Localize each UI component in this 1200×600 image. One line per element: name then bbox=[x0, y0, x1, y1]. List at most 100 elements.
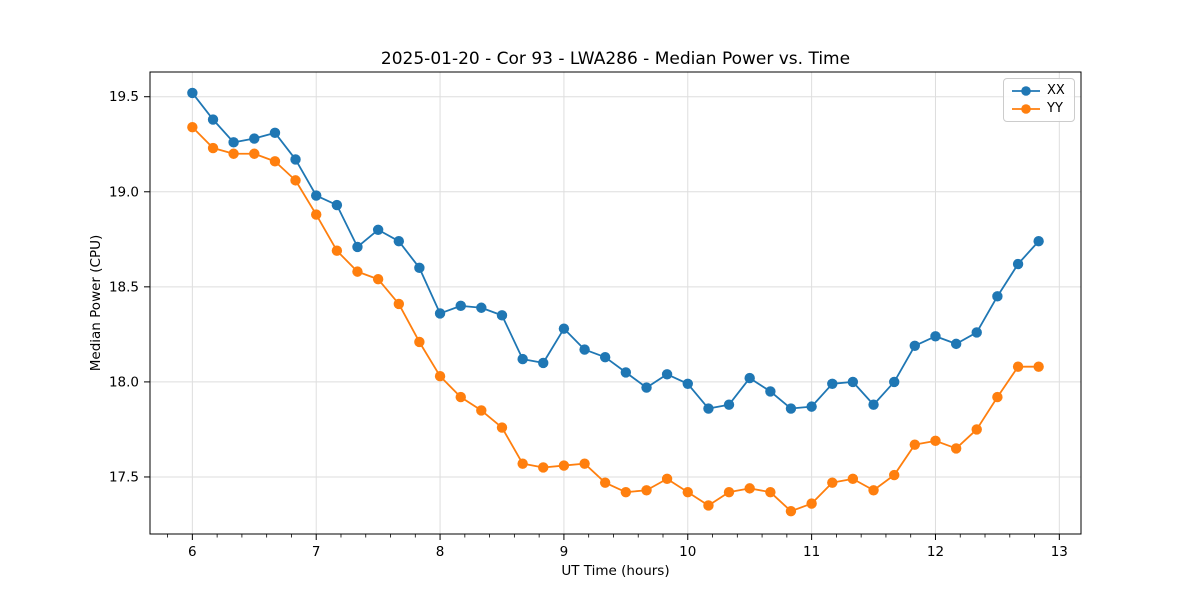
data-point-yy bbox=[517, 458, 528, 469]
data-point-yy bbox=[930, 435, 941, 447]
data-point-xx bbox=[249, 133, 260, 144]
data-point-xx bbox=[992, 291, 1003, 302]
data-point-xx bbox=[414, 262, 425, 274]
data-point-yy bbox=[393, 298, 405, 310]
data-point-yy bbox=[579, 458, 590, 469]
y-axis-label: Median Power (CPU) bbox=[88, 234, 104, 372]
data-point-yy bbox=[971, 424, 982, 435]
legend-item-yy: YY bbox=[1011, 102, 1066, 116]
data-point-yy bbox=[889, 469, 900, 481]
data-point-yy bbox=[558, 460, 570, 471]
data-point-xx bbox=[950, 338, 962, 350]
data-point-xx bbox=[785, 403, 797, 414]
data-point-xx bbox=[496, 310, 508, 321]
data-point-xx bbox=[538, 357, 549, 369]
data-point-xx bbox=[806, 401, 817, 412]
data-point-xx bbox=[228, 137, 239, 148]
x-tick-label: 11 bbox=[803, 544, 820, 560]
data-point-yy bbox=[269, 156, 281, 167]
data-point-xx bbox=[661, 369, 673, 380]
data-point-xx bbox=[269, 127, 281, 139]
y-tick-label: 18.5 bbox=[109, 279, 139, 295]
legend-item-xx: XX bbox=[1011, 84, 1066, 98]
data-point-xx bbox=[641, 382, 652, 393]
data-point-xx bbox=[372, 224, 384, 235]
x-tick-label: 8 bbox=[436, 544, 445, 560]
data-point-yy bbox=[703, 500, 714, 511]
data-point-xx bbox=[847, 376, 859, 388]
data-point-xx bbox=[703, 403, 714, 414]
data-point-yy bbox=[372, 274, 384, 285]
y-tick-label: 17.5 bbox=[109, 469, 139, 485]
axes-background bbox=[150, 72, 1081, 534]
axes-spines bbox=[149, 71, 1082, 535]
legend-line-marker-icon bbox=[1012, 104, 1040, 114]
data-point-yy bbox=[290, 175, 301, 186]
data-point-yy bbox=[476, 405, 487, 416]
data-point-xx bbox=[207, 114, 219, 125]
data-point-yy bbox=[249, 148, 260, 159]
legend-label: XX bbox=[1047, 83, 1065, 98]
data-point-xx bbox=[393, 236, 405, 247]
data-point-yy bbox=[723, 486, 735, 498]
x-tick-label: 12 bbox=[927, 544, 944, 560]
data-point-yy bbox=[847, 473, 859, 485]
data-point-xx bbox=[434, 308, 446, 319]
series-line-yy bbox=[191, 126, 1040, 513]
data-point-yy bbox=[455, 391, 466, 403]
data-point-xx bbox=[599, 351, 611, 363]
data-point-xx bbox=[744, 372, 755, 384]
data-point-yy bbox=[868, 485, 879, 496]
data-point-yy bbox=[599, 477, 611, 488]
data-point-xx bbox=[1033, 236, 1044, 247]
data-point-yy bbox=[620, 486, 632, 498]
data-point-xx bbox=[930, 331, 941, 342]
x-tick-label: 6 bbox=[188, 544, 197, 560]
data-point-xx bbox=[558, 323, 570, 334]
legend-label: YY bbox=[1047, 101, 1063, 116]
data-point-yy bbox=[661, 473, 673, 485]
data-point-yy bbox=[414, 336, 425, 348]
data-point-xx bbox=[889, 376, 900, 388]
data-point-yy bbox=[950, 443, 962, 454]
data-point-xx bbox=[723, 399, 735, 410]
data-point-xx bbox=[311, 190, 322, 201]
y-tick-label: 19.5 bbox=[109, 89, 139, 105]
data-point-yy bbox=[434, 371, 446, 382]
data-point-xx bbox=[827, 378, 838, 389]
data-point-xx bbox=[352, 241, 363, 253]
data-point-yy bbox=[311, 209, 322, 220]
data-point-yy bbox=[187, 121, 198, 133]
data-point-yy bbox=[228, 148, 239, 159]
data-point-yy bbox=[992, 391, 1003, 403]
data-point-yy bbox=[352, 266, 363, 277]
data-point-yy bbox=[744, 483, 755, 494]
x-tick-label: 7 bbox=[312, 544, 321, 560]
legend-line-marker-icon bbox=[1012, 86, 1040, 96]
data-point-yy bbox=[496, 422, 508, 433]
data-point-xx bbox=[971, 327, 982, 338]
data-point-yy bbox=[538, 462, 549, 473]
x-tick-label: 9 bbox=[560, 544, 569, 560]
data-point-yy bbox=[682, 486, 693, 498]
data-point-xx bbox=[476, 302, 487, 313]
data-point-yy bbox=[207, 142, 219, 154]
data-point-xx bbox=[579, 344, 590, 355]
data-point-xx bbox=[868, 399, 879, 410]
chart-title: 2025-01-20 - Cor 93 - LWA286 - Median Po… bbox=[380, 49, 851, 69]
data-point-xx bbox=[290, 154, 301, 165]
data-point-yy bbox=[1033, 361, 1044, 372]
data-point-xx bbox=[620, 367, 632, 378]
data-point-yy bbox=[765, 486, 776, 498]
data-point-yy bbox=[827, 477, 838, 488]
data-point-xx bbox=[765, 386, 776, 397]
data-point-xx bbox=[517, 353, 528, 365]
data-point-yy bbox=[785, 505, 797, 517]
data-point-xx bbox=[682, 378, 693, 389]
x-tick-label: 10 bbox=[679, 544, 696, 560]
x-tick-label: 13 bbox=[1051, 544, 1068, 560]
data-point-xx bbox=[331, 199, 343, 211]
y-tick-label: 18.0 bbox=[109, 374, 139, 390]
